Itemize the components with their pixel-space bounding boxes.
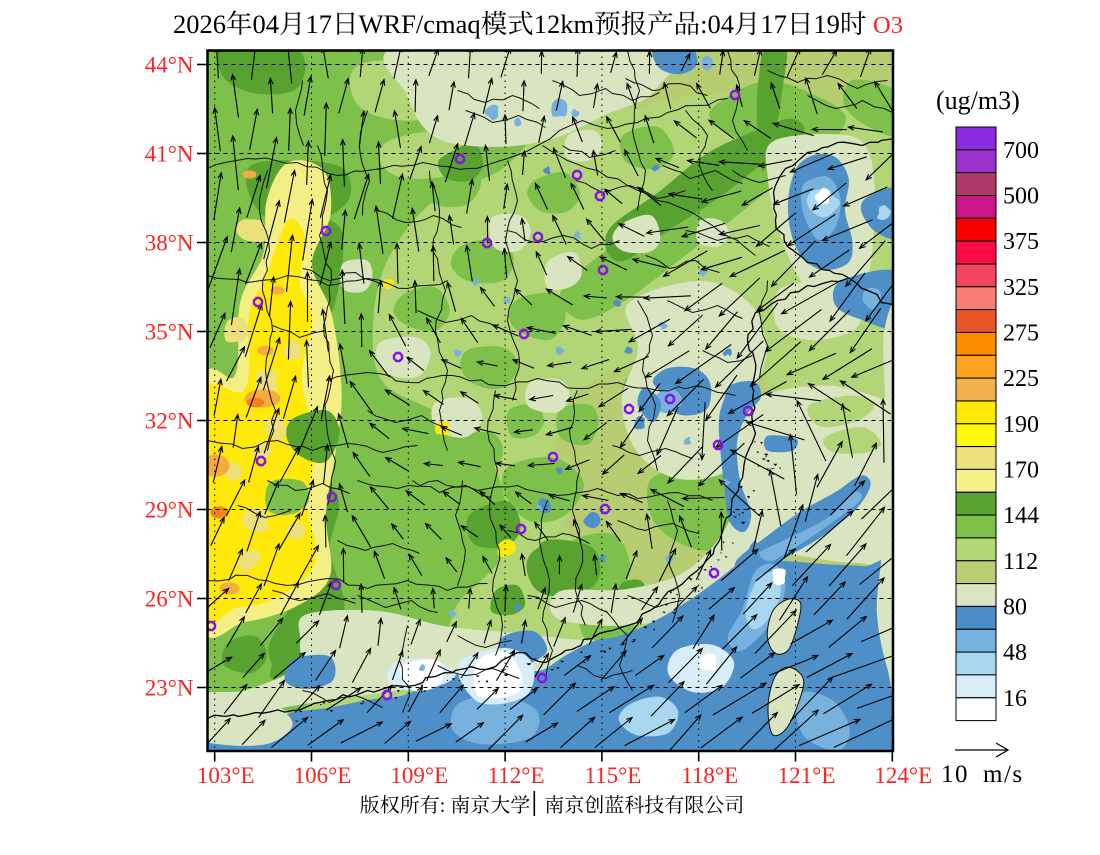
svg-text:10 m/s: 10 m/s <box>941 761 1024 788</box>
svg-text:38°N: 38°N <box>145 231 194 256</box>
svg-text:16: 16 <box>1003 686 1027 712</box>
svg-text:41°N: 41°N <box>145 142 194 167</box>
svg-text:23°N: 23°N <box>145 676 194 701</box>
svg-text:109°E: 109°E <box>390 763 448 788</box>
svg-text:106°E: 106°E <box>294 763 352 788</box>
svg-text:29°N: 29°N <box>145 498 194 523</box>
svg-text:32°N: 32°N <box>145 409 194 434</box>
svg-text:26°N: 26°N <box>145 587 194 612</box>
svg-text:124°E: 124°E <box>874 763 932 788</box>
svg-text:103°E: 103°E <box>197 763 255 788</box>
svg-text:(ug/m3): (ug/m3) <box>936 86 1020 115</box>
svg-text:12km: 12km <box>534 9 595 39</box>
svg-text:04: 04 <box>253 9 280 39</box>
svg-text::: : <box>440 795 446 817</box>
svg-text:O3: O3 <box>873 12 903 39</box>
svg-text:WRF/cmaq: WRF/cmaq <box>359 9 481 39</box>
svg-text::04: :04 <box>700 9 734 39</box>
svg-text:375: 375 <box>1003 229 1039 255</box>
svg-text:35°N: 35°N <box>145 320 194 345</box>
svg-text:121°E: 121°E <box>778 763 836 788</box>
svg-text:80: 80 <box>1003 594 1027 620</box>
svg-text:190: 190 <box>1003 412 1039 438</box>
svg-text:275: 275 <box>1003 321 1039 347</box>
svg-text:170: 170 <box>1003 457 1039 483</box>
svg-text:19: 19 <box>813 9 840 39</box>
svg-text:17: 17 <box>760 9 787 39</box>
svg-text:700: 700 <box>1003 138 1039 164</box>
svg-text:325: 325 <box>1003 275 1039 301</box>
svg-text:2026: 2026 <box>173 9 226 39</box>
svg-text:17: 17 <box>306 9 333 39</box>
svg-text:48: 48 <box>1003 640 1027 666</box>
svg-text:44°N: 44°N <box>145 53 194 78</box>
svg-text:118°E: 118°E <box>681 763 738 788</box>
svg-text:144: 144 <box>1003 503 1039 529</box>
svg-text:112: 112 <box>1003 549 1038 575</box>
svg-text:500: 500 <box>1003 184 1039 210</box>
svg-text:112°E: 112°E <box>488 763 545 788</box>
svg-text:225: 225 <box>1003 366 1039 392</box>
svg-text:115°E: 115°E <box>584 763 641 788</box>
